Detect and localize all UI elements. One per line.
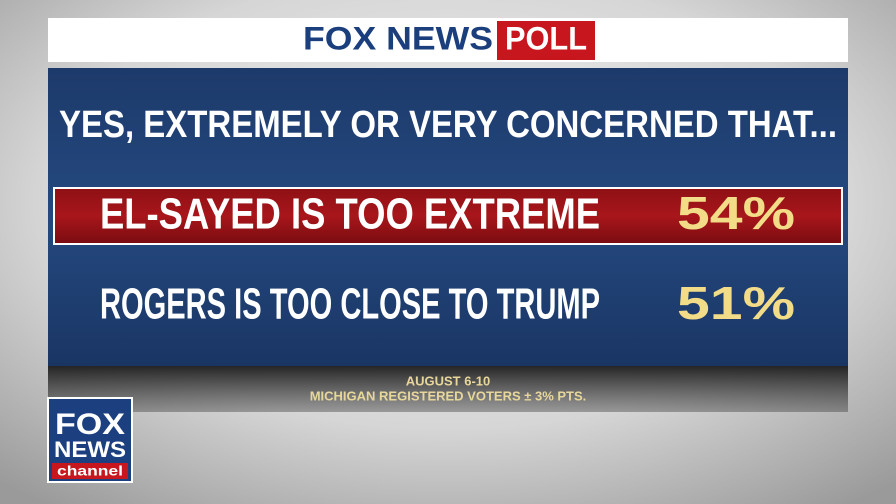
header-brand: FOX NEWS (303, 20, 493, 56)
logo-line: channel (57, 463, 123, 479)
question: YES, EXTREMELY OR VERY CONCERNED THAT... (59, 104, 837, 146)
row-label: EL-SAYED IS TOO EXTREME (100, 190, 600, 239)
highlight-row (53, 187, 843, 245)
row-value: 51% (677, 277, 795, 329)
footer-sample: MICHIGAN REGISTERED VOTERS ± 3% PTS. (310, 388, 587, 403)
footer-dates: AUGUST 6-10 (406, 373, 491, 388)
logo-bar (52, 463, 128, 479)
header-strip (48, 18, 848, 62)
header-badge-bg (497, 21, 595, 60)
row-label: ROGERS IS TOO CLOSE TO TRUMP (100, 280, 600, 329)
row-value: 54% (677, 187, 795, 239)
logo-line: FOX (55, 408, 125, 441)
footer-band (48, 366, 848, 412)
logo-line: NEWS (54, 437, 126, 462)
header-badge: POLL (505, 20, 587, 56)
